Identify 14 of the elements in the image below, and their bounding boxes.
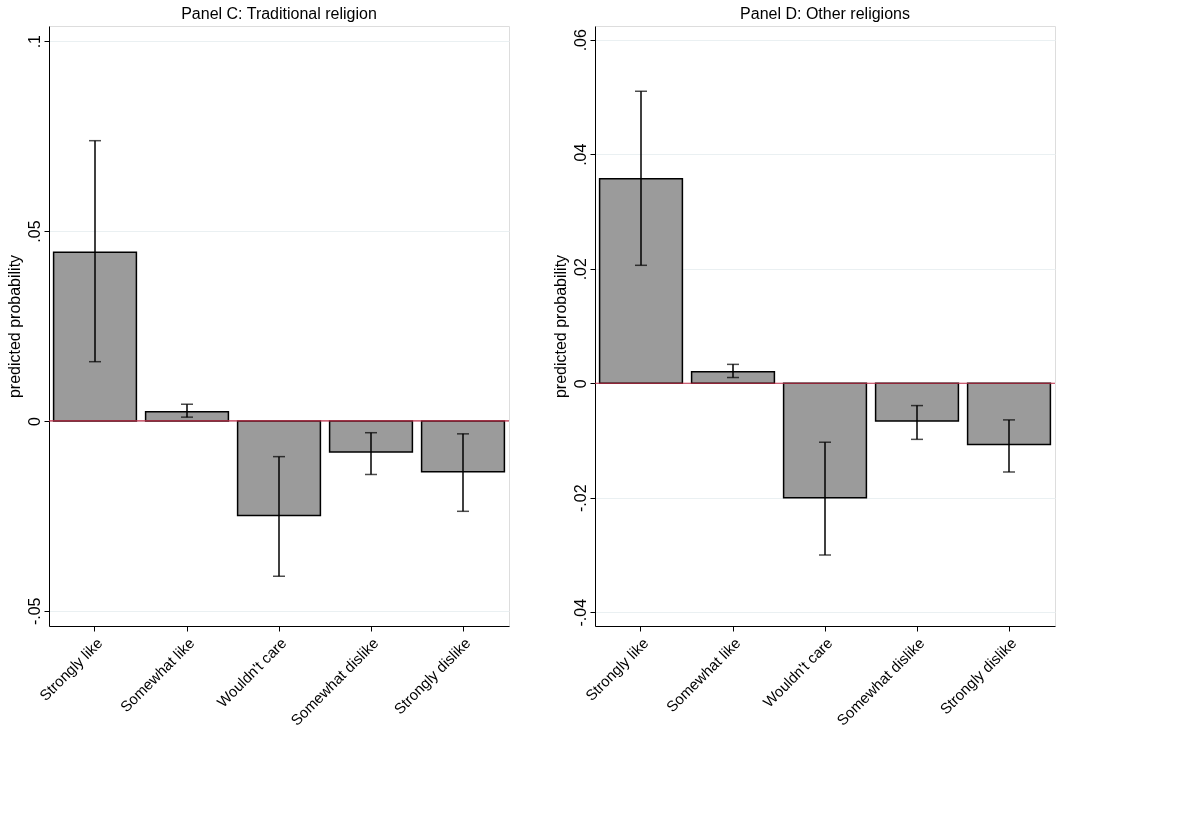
y-tick-label: .04 [571, 143, 589, 166]
y-tick-label: -.04 [571, 598, 589, 627]
chart-title: Panel D: Other religions [740, 5, 910, 22]
y-tick-label: .1 [25, 34, 43, 49]
y-tick-label: .06 [571, 29, 589, 52]
y-tick-label: .05 [25, 220, 43, 243]
chart-title: Panel C: Traditional religion [181, 5, 377, 22]
y-axis-title: predicted probability [5, 254, 23, 399]
y-tick-label: -.02 [571, 484, 589, 513]
y-axis-title: predicted probability [551, 254, 569, 399]
y-tick-label: -.05 [25, 597, 43, 626]
y-tick-label: .02 [571, 258, 589, 281]
y-tick-label: 0 [571, 379, 589, 389]
y-tick-label: 0 [25, 416, 43, 426]
